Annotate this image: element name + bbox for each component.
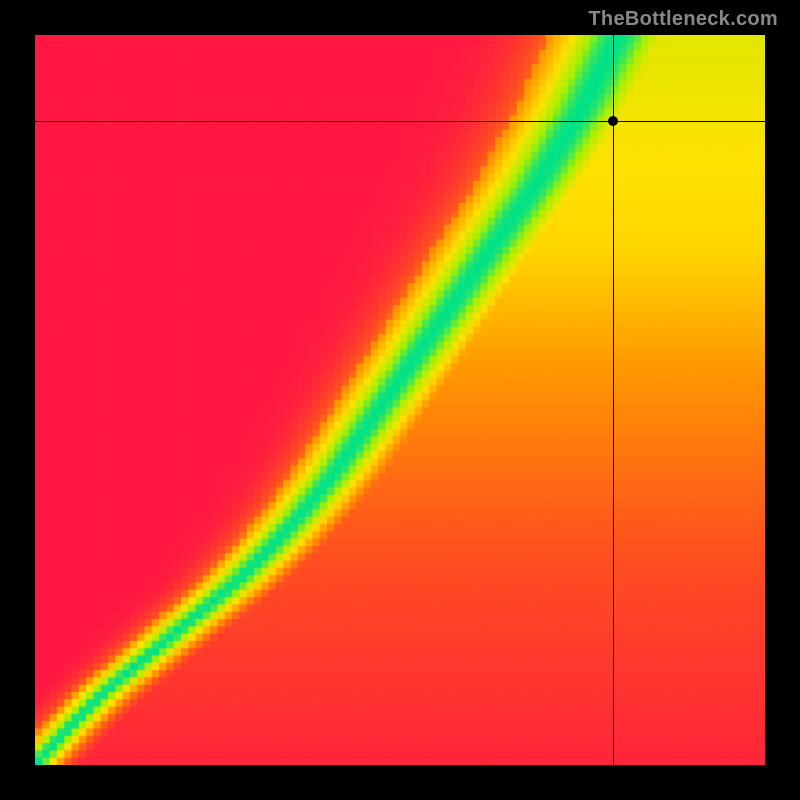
watermark-text: TheBottleneck.com <box>588 8 778 31</box>
crosshair-horizontal <box>35 121 765 122</box>
crosshair-vertical <box>613 35 614 765</box>
plot-area <box>35 35 765 765</box>
data-point-marker <box>608 116 618 126</box>
chart-container: TheBottleneck.com <box>0 0 800 800</box>
heatmap-canvas <box>35 35 765 765</box>
